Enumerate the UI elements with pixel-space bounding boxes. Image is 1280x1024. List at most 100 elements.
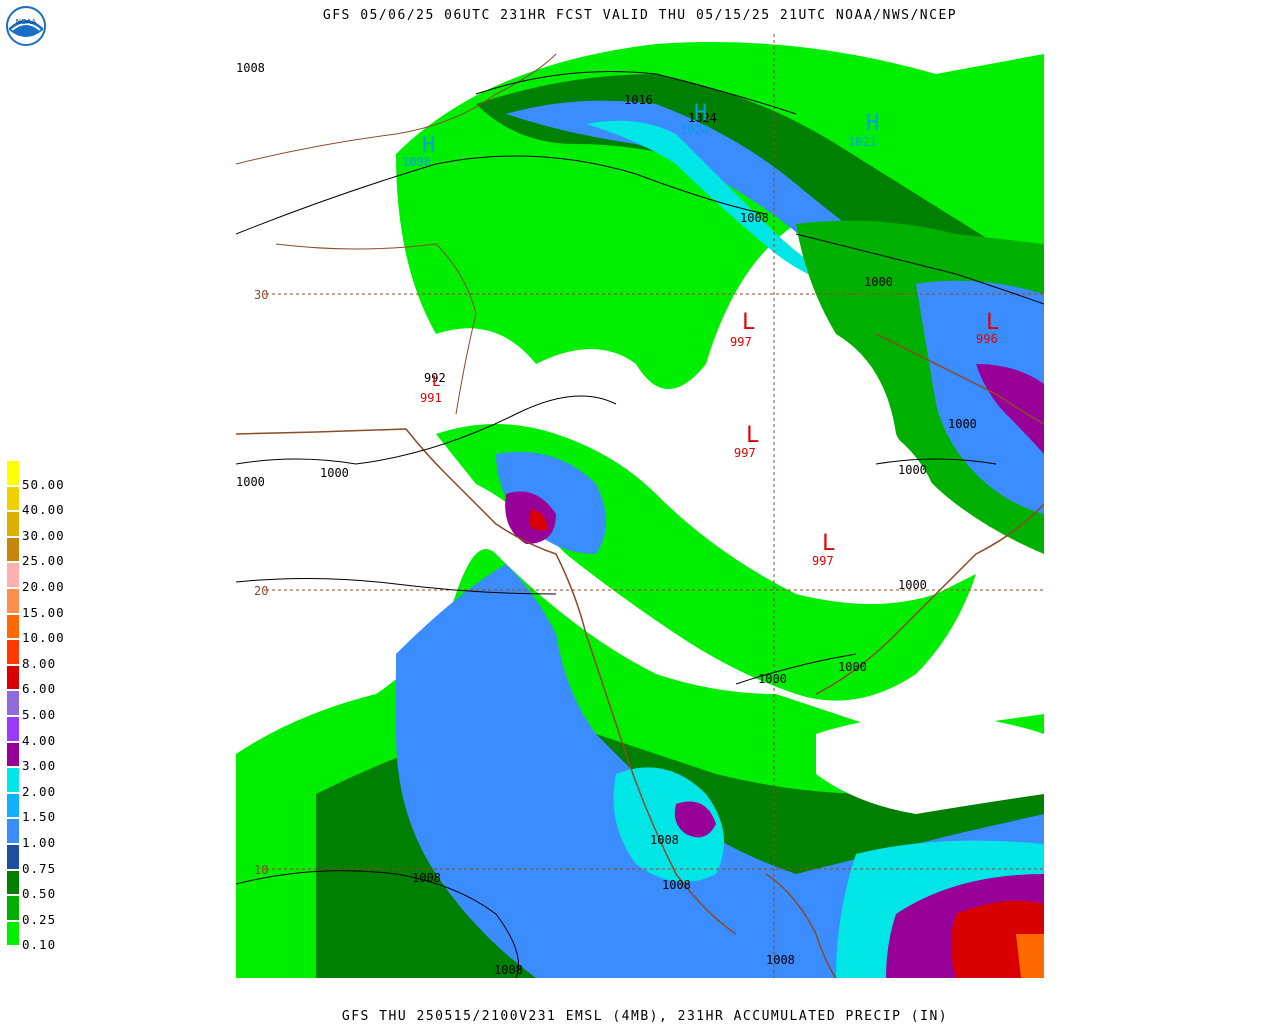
dry-area-central [676,386,936,574]
legend-label: 2.00 [22,783,57,799]
pressure-label: 1024 [688,111,717,125]
pressure-label: 1000 [898,578,927,592]
legend-swatch [6,715,20,742]
low-value: 991 [420,391,442,405]
legend-swatch [6,741,20,768]
high-value: 1024 [680,123,709,137]
legend-swatch [6,690,20,716]
isobar-1000-mid [235,395,617,465]
low-value: 997 [730,335,752,349]
low-value: 997 [734,446,756,460]
pressure-label: 1008 [650,833,679,847]
legend-label: 8.00 [22,655,57,671]
legend-label: 0.10 [22,937,57,953]
low-marker: L [986,310,999,335]
legend-row: 0.25 [6,895,66,927]
isobar-1008-south [235,870,519,979]
coastline-northeast [875,333,1045,425]
legend-label: 6.00 [22,681,57,697]
precip-fields [236,42,1044,978]
legend-row: 20.00 [6,562,66,594]
pressure-label: 1000 [838,660,867,674]
legend-swatch [6,664,20,691]
legend-swatch [6,511,20,537]
pressure-label: 1000 [898,463,927,477]
legend-label: 10.00 [22,630,65,646]
legend-row: 4.00 [6,715,66,748]
high-value: 1008 [402,155,431,169]
legend-row: 25.00 [6,536,66,568]
pressure-label: 1008 [236,61,265,75]
pressure-label: 1008 [412,871,441,885]
legend-label: 25.00 [22,553,65,569]
legend-label: 0.75 [22,860,57,876]
logo-text: NOAA [16,18,37,26]
coastline-east-mid [815,503,1045,695]
legend-row: 5.00 [6,690,66,722]
legend-label: 5.00 [22,706,57,722]
pressure-label: 1000 [236,475,265,489]
legend-label: 0.50 [22,886,57,902]
legend-label: 50.00 [22,476,65,492]
lat-label-10: 10 [254,863,268,877]
low-marker: L [432,374,440,390]
legend-swatch [6,920,20,947]
legend-swatch [6,792,20,819]
legend-swatch [6,587,20,614]
legend-label: 1.00 [22,834,57,850]
legend-swatch [6,639,20,665]
isobar-1016 [475,71,797,115]
legend-row: 40.00 [6,485,66,517]
legend-label: 30.00 [22,527,65,543]
pressure-label: 1000 [758,672,787,686]
legend-swatch [6,767,20,793]
legend-row: 50.00 [6,460,66,492]
legend-row: 2.00 [6,767,66,799]
border-middle [275,243,477,415]
coastline-west [235,428,737,935]
precip-area-northeast-blue [916,280,1044,514]
border-north [235,53,557,165]
legend-swatch [6,536,20,563]
high-marker: H [422,133,435,158]
map-title: GFS 05/06/25 06UTC 231HR FCST VALID THU … [322,8,958,23]
legend-row: 0.10 [6,920,66,952]
legend-label: 20.00 [22,578,65,594]
lat-grid [266,34,1044,978]
precip-area-north-cyan [586,120,846,285]
isobar-1000-south [235,577,557,595]
precip-area-south-purple [674,801,716,838]
legend-swatch [6,460,20,486]
legend-label: 4.00 [22,732,57,748]
legend-swatch [6,843,20,870]
pressure-label: 1000 [864,275,893,289]
isobar-1000-east [875,458,997,465]
low-pressure-markers: L 997 L 997 L 997 L 991 L 996 [420,310,999,568]
pressure-label: 1000 [320,466,349,480]
legend-swatch [6,946,20,972]
pressure-label: 1008 [740,211,769,225]
low-value: 997 [812,554,834,568]
legend-row: 1.00 [6,818,66,850]
pressure-label: 1008 [766,953,795,967]
noaa-logo: NOAA [6,6,46,46]
legend-swatch [6,562,20,588]
lat-label-30: 30 [254,288,268,302]
legend-label: 15.00 [22,604,65,620]
legend-label: 40.00 [22,502,65,518]
precip-area-middle-red [529,509,548,531]
pressure-label: 1008 [494,963,523,977]
legend-swatch [6,895,20,921]
legend-row: 30.00 [6,511,66,543]
map-labels: 30 20 10 1016 1024 1008 1000 1000 1000 1… [236,61,999,977]
high-marker: H [694,101,707,126]
legend-swatch [6,818,20,844]
precip-map-svg: 30 20 10 1016 1024 1008 1000 1000 1000 1… [235,34,1045,979]
legend-swatch [6,485,20,512]
legend-row: 8.00 [6,639,66,671]
coastlines [235,53,1045,979]
pressure-label: 1016 [624,93,653,107]
isobar-1008-north [235,155,767,235]
isobar-1000-north [795,233,1045,305]
isobars [235,71,1045,979]
